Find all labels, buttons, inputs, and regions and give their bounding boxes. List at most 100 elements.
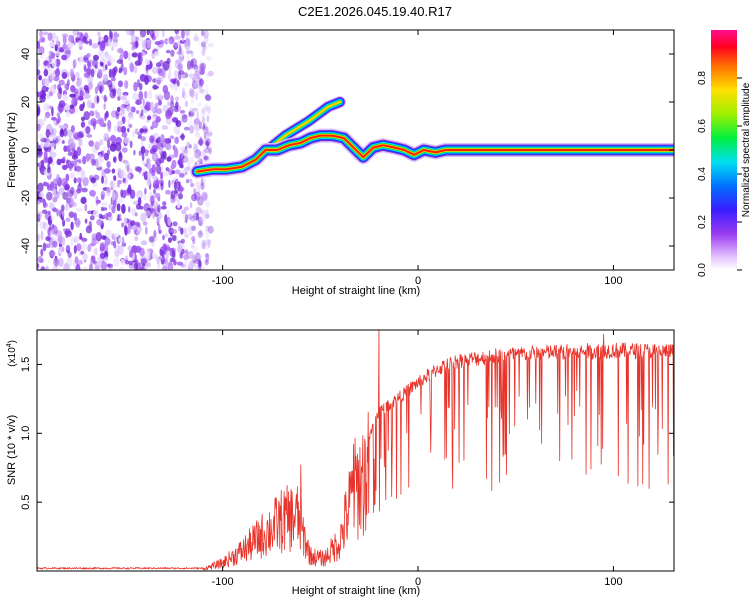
noise-blob bbox=[65, 244, 71, 251]
noise-blob bbox=[37, 58, 41, 68]
noise-blob bbox=[178, 173, 185, 178]
noise-blob bbox=[69, 143, 76, 150]
noise-blob bbox=[185, 226, 189, 235]
spectrogram-y-ticks: -40 -20 0 20 40 bbox=[20, 48, 674, 254]
noise-blob bbox=[52, 196, 58, 203]
x-tick-label: -100 bbox=[212, 576, 234, 588]
noise-blob bbox=[130, 106, 136, 113]
noise-blob bbox=[123, 217, 127, 226]
noise-blob bbox=[65, 217, 71, 222]
noise-blob bbox=[194, 245, 199, 252]
noise-blob bbox=[121, 222, 124, 228]
noise-blob bbox=[127, 118, 130, 125]
noise-blob bbox=[123, 50, 129, 60]
noise-blob bbox=[62, 164, 68, 171]
noise-blob bbox=[167, 237, 173, 244]
noise-blob bbox=[99, 243, 105, 251]
noise-blob bbox=[183, 259, 189, 269]
noise-blob bbox=[144, 187, 147, 195]
noise-blob bbox=[61, 204, 65, 212]
noise-blob bbox=[160, 205, 167, 210]
noise-blob bbox=[102, 207, 108, 211]
noise-blob bbox=[152, 253, 158, 259]
noise-blob bbox=[37, 200, 41, 205]
noise-blob bbox=[51, 58, 57, 68]
noise-blob bbox=[164, 257, 168, 266]
noise-blob bbox=[49, 229, 53, 239]
noise-blob bbox=[197, 216, 204, 227]
snr-x-axis-label: Height of straight line (km) bbox=[292, 585, 420, 597]
noise-blob bbox=[37, 40, 41, 49]
noise-blob bbox=[99, 85, 103, 94]
noise-blob bbox=[184, 213, 188, 224]
y-tick-label: -40 bbox=[20, 238, 32, 254]
noise-blob bbox=[207, 132, 213, 136]
noise-blob bbox=[206, 72, 209, 79]
noise-blob bbox=[113, 233, 120, 238]
noise-blob bbox=[148, 236, 155, 243]
noise-blob bbox=[57, 230, 63, 237]
noise-blob bbox=[206, 139, 209, 150]
noise-blob bbox=[145, 251, 151, 260]
noise-blob bbox=[203, 147, 211, 154]
noise-blob bbox=[43, 221, 49, 231]
noise-blob bbox=[204, 94, 212, 101]
noise-blob bbox=[40, 248, 44, 257]
noise-blob bbox=[194, 70, 201, 80]
noise-blob bbox=[151, 145, 159, 153]
noise-blob bbox=[86, 134, 93, 138]
noise-blob bbox=[39, 30, 43, 39]
noise-blob bbox=[110, 134, 117, 143]
noise-blob bbox=[113, 31, 118, 39]
noise-blob bbox=[184, 233, 189, 238]
noise-blob bbox=[118, 69, 122, 74]
noise-blob bbox=[140, 146, 146, 154]
colorbar-ticks: 0.0 0.2 0.4 0.6 0.8 bbox=[697, 71, 742, 277]
noise-blob bbox=[58, 105, 61, 110]
noise-blob bbox=[192, 254, 197, 263]
noise-blob bbox=[80, 241, 87, 252]
noise-blob bbox=[75, 165, 82, 172]
noise-blob bbox=[73, 190, 78, 200]
noise-blob bbox=[200, 151, 207, 158]
noise-blob bbox=[102, 146, 107, 152]
noise-blob bbox=[131, 52, 138, 58]
noise-blob bbox=[200, 182, 205, 191]
noise-blob bbox=[94, 141, 100, 151]
noise-blob bbox=[70, 151, 75, 156]
noise-blob bbox=[61, 72, 68, 79]
noise-blob bbox=[197, 181, 201, 188]
noise-blob bbox=[134, 128, 139, 135]
noise-blob bbox=[154, 213, 160, 217]
noise-blob bbox=[203, 132, 207, 139]
noise-blob bbox=[181, 114, 188, 119]
noise-blob bbox=[184, 100, 189, 108]
noise-blob bbox=[121, 131, 128, 138]
noise-blob bbox=[129, 62, 135, 73]
noise-blob bbox=[85, 153, 92, 160]
noise-blob bbox=[110, 31, 113, 40]
noise-blob bbox=[107, 79, 113, 88]
noise-blob bbox=[76, 243, 82, 252]
noise-blob bbox=[67, 197, 74, 208]
noise-blob bbox=[201, 239, 207, 250]
noise-blob bbox=[182, 148, 188, 157]
noise-blob bbox=[74, 220, 81, 225]
noise-blob bbox=[160, 134, 165, 144]
noise-blob bbox=[161, 68, 166, 78]
noise-blob bbox=[45, 111, 50, 116]
noise-blob bbox=[125, 105, 132, 112]
noise-blob bbox=[171, 235, 177, 242]
noise-blob bbox=[96, 199, 101, 204]
noise-blob bbox=[195, 181, 199, 191]
noise-blob bbox=[191, 193, 198, 202]
noise-blob bbox=[151, 152, 159, 162]
noise-blob bbox=[43, 116, 47, 122]
noise-blob bbox=[152, 209, 155, 220]
noise-blob bbox=[202, 191, 209, 201]
noise-blob bbox=[188, 63, 194, 70]
noise-blob bbox=[76, 177, 83, 184]
noise-blob bbox=[87, 61, 91, 68]
noise-blob bbox=[43, 103, 50, 112]
noise-blob bbox=[58, 234, 63, 245]
